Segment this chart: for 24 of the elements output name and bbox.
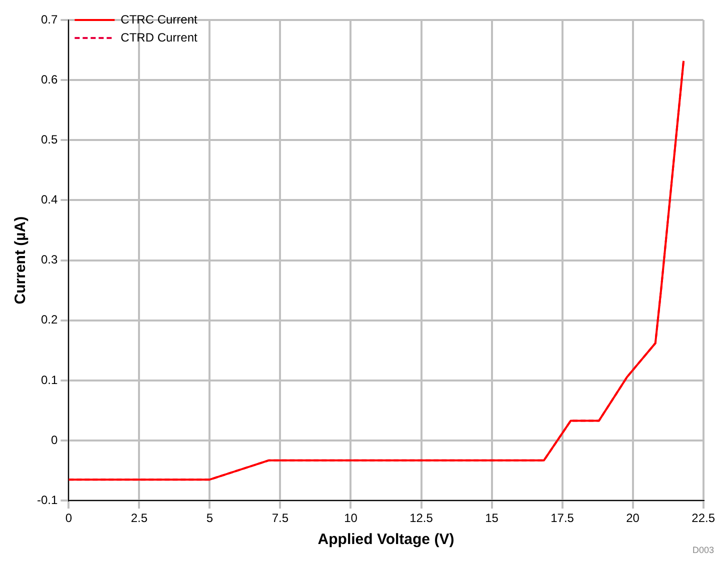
x-tick-label: 2.5 (130, 511, 148, 526)
text: D003 (692, 544, 714, 555)
legend-label: CTRD Current (120, 30, 198, 44)
x-tick-label: 15 (485, 511, 499, 526)
legend-label: CTRC Current (120, 12, 198, 26)
x-tick-label: 20 (626, 511, 640, 526)
y-tick-label: 0.3 (40, 252, 58, 267)
x-tick-label: 12.5 (410, 511, 434, 526)
y-tick-label: 0.4 (40, 192, 58, 207)
x-tick-label: 22.5 (692, 511, 716, 526)
y-tick-label: 0.1 (40, 372, 58, 387)
y-axis-title: Current (µA) (12, 216, 30, 304)
x-tick-label: 5 (206, 511, 214, 526)
x-tick-label: 7.5 (272, 511, 289, 526)
x-tick-label: 10 (344, 511, 358, 526)
x-axis-title: Applied Voltage (V) (318, 531, 454, 548)
x-tick-label: 17.5 (550, 511, 574, 526)
y-tick-label: -0.1 (36, 492, 58, 507)
y-tick-label: 0 (50, 432, 58, 447)
x-tick-label: 0 (65, 511, 72, 526)
y-tick-label: 0.7 (40, 12, 58, 26)
y-tick-label: 0.5 (40, 132, 58, 146)
y-tick-label: 0.2 (40, 312, 58, 327)
y-tick-label: 0.6 (40, 72, 58, 86)
